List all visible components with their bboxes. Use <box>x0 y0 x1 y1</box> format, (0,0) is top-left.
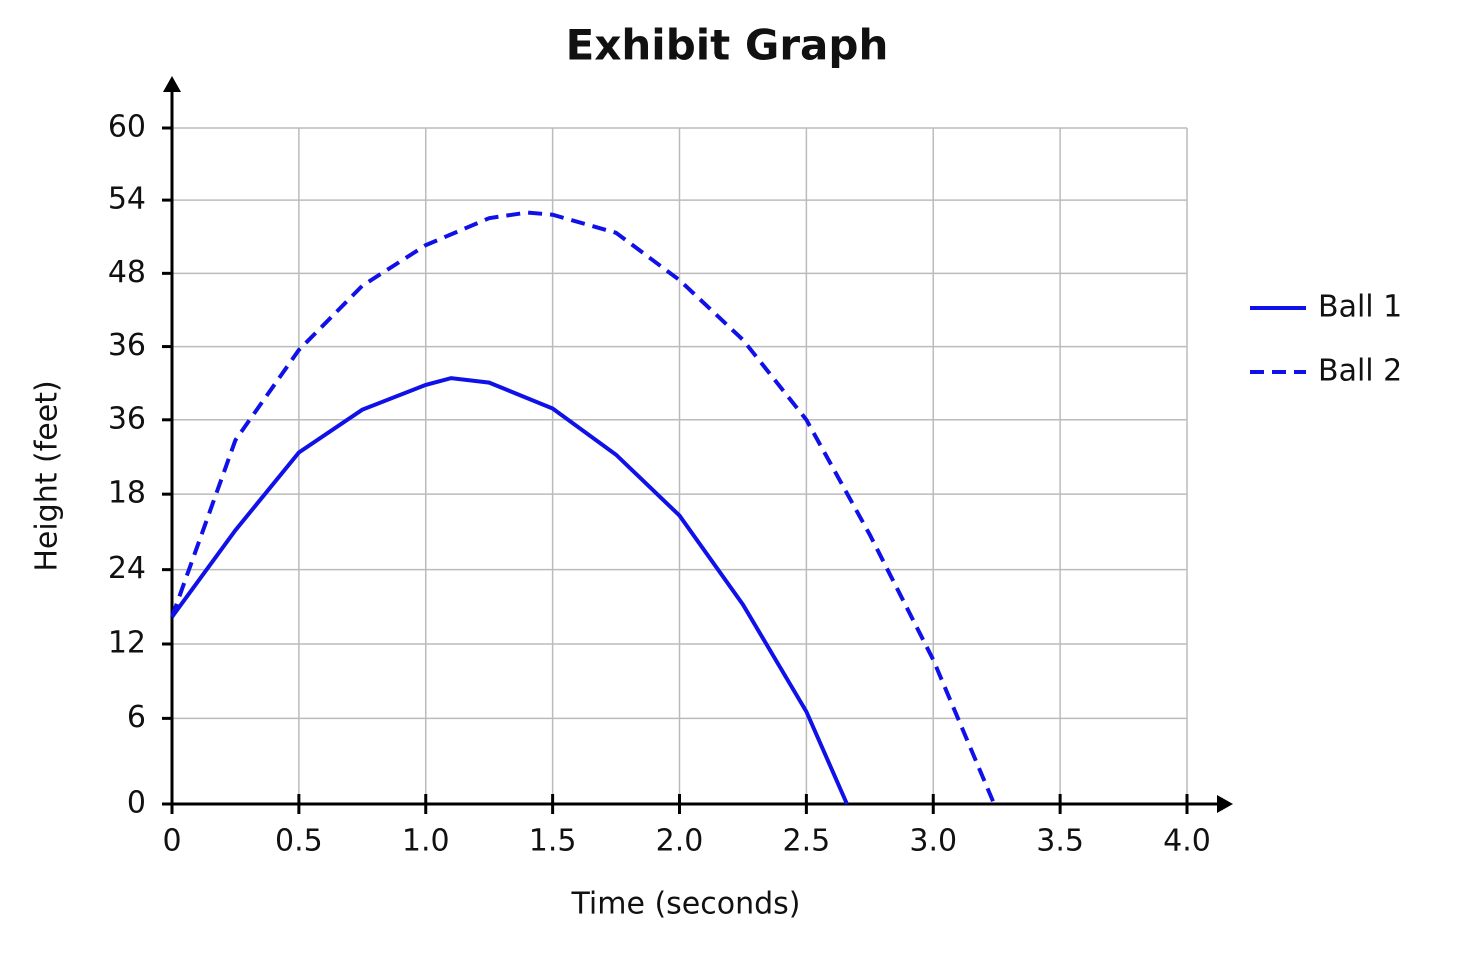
x-axis-label: Time (seconds) <box>571 887 801 922</box>
x-tick-label: 1.0 <box>402 824 450 859</box>
x-axis-arrow <box>1217 795 1233 813</box>
y-tick-label: 18 <box>108 476 146 511</box>
chart-title: Exhibit Graph <box>566 21 889 70</box>
y-tick-label: 48 <box>108 255 146 290</box>
y-tick-label: 36 <box>108 401 146 436</box>
y-tick-label: 54 <box>108 182 146 217</box>
x-tick-label: 0 <box>162 824 181 859</box>
series-line <box>170 376 849 805</box>
y-tick-label: 0 <box>127 786 146 821</box>
y-axis-label: Height (feet) <box>30 380 65 571</box>
x-tick-label: 2.0 <box>656 824 704 859</box>
y-axis-arrow <box>163 76 181 92</box>
x-tick-label: 0.5 <box>275 824 323 859</box>
x-tick-label: 1.5 <box>529 824 577 859</box>
x-tick-label: 3.5 <box>1036 824 1084 859</box>
series-line <box>170 210 996 805</box>
x-tick-label: 4.0 <box>1163 824 1211 859</box>
x-tick-label: 3.0 <box>909 824 957 859</box>
x-tick-label: 2.5 <box>783 824 831 859</box>
y-tick-label: 36 <box>108 328 146 363</box>
y-tick-label: 6 <box>127 700 146 735</box>
legend-label: Ball 2 <box>1318 354 1402 389</box>
legend-label: Ball 1 <box>1318 290 1402 325</box>
y-tick-label: 12 <box>108 626 146 661</box>
y-tick-label: 60 <box>108 110 146 145</box>
y-tick-label: 24 <box>108 551 146 586</box>
